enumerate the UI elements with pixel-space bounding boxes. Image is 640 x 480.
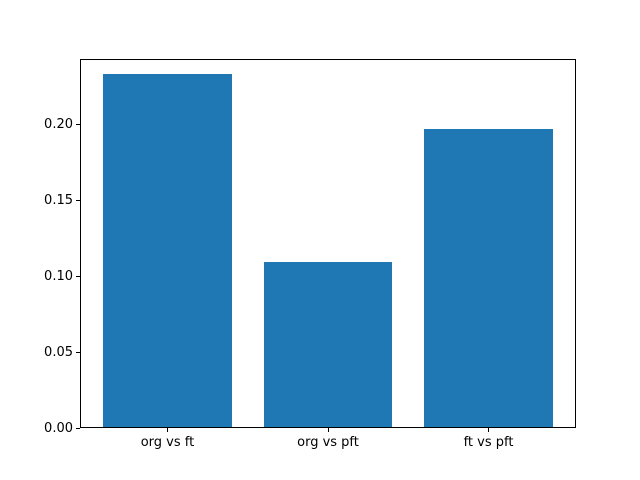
- y-tick-mark: [76, 275, 80, 277]
- x-tick-label: org vs pft: [297, 435, 359, 450]
- x-tick-mark: [488, 428, 490, 432]
- bar-ft-vs-pft: [424, 128, 553, 428]
- y-tick-label: 0.15: [44, 192, 73, 208]
- x-tick-label: org vs ft: [140, 435, 195, 450]
- y-tick-label: 0.00: [44, 420, 73, 436]
- bar-org-vs-ft: [103, 74, 232, 428]
- y-tick-label: 0.10: [44, 268, 73, 284]
- x-tick-label: ft vs pft: [463, 435, 514, 450]
- y-tick-label: 0.20: [44, 116, 73, 132]
- y-tick-mark: [76, 351, 80, 353]
- x-tick-mark: [327, 428, 329, 432]
- y-tick-mark: [76, 123, 80, 125]
- x-tick-mark: [166, 428, 168, 432]
- y-tick-mark: [76, 427, 80, 429]
- bar-org-vs-pft: [263, 262, 393, 428]
- y-tick-mark: [76, 199, 80, 201]
- y-tick-label: 0.05: [44, 344, 73, 360]
